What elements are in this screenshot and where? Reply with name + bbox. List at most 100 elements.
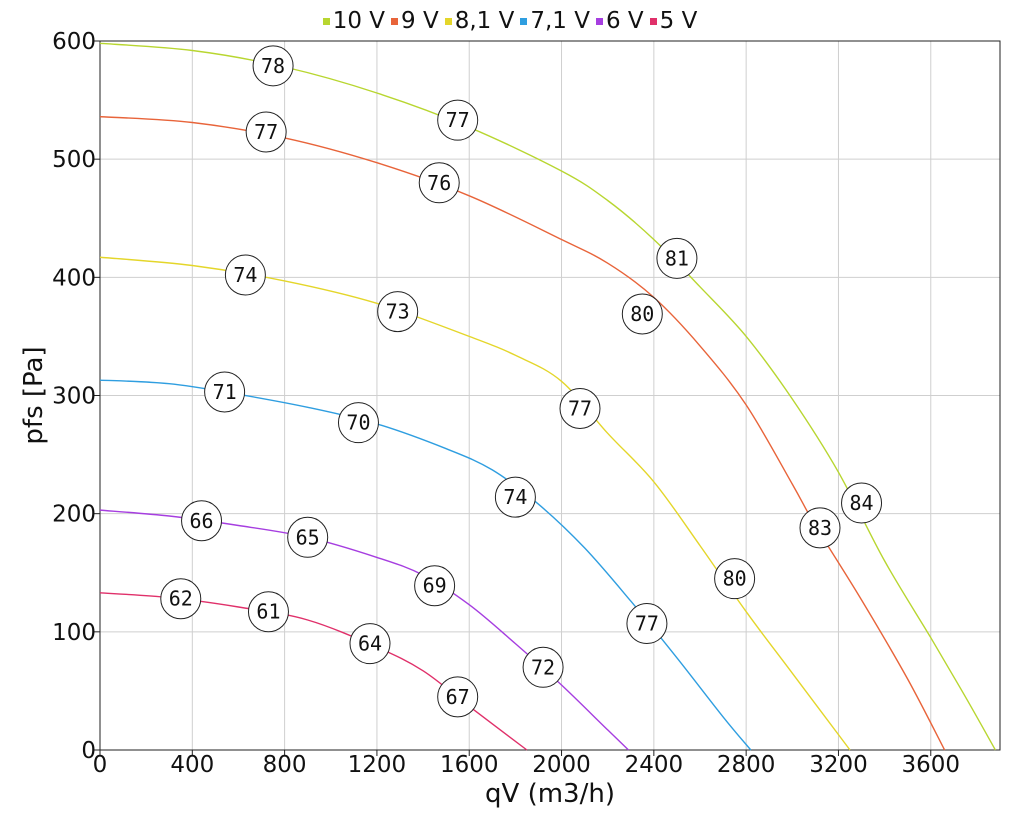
efficiency-label-circle: [437, 676, 479, 718]
efficiency-label: 74: [224, 254, 266, 296]
legend-label-9v: 9 V: [401, 8, 439, 34]
efficiency-label-text: 80: [723, 567, 747, 591]
legend-swatch-8-1v: [444, 17, 452, 25]
legend-label-8-1v: 8,1 V: [454, 8, 515, 34]
x-axis-label: qV (m3/h): [485, 779, 615, 809]
efficiency-label-text: 64: [358, 632, 382, 656]
efficiency-label-circle: [799, 507, 841, 549]
efficiency-label-circle: [559, 387, 601, 429]
efficiency-label-text: 70: [346, 411, 370, 435]
legend-label-5v: 5 V: [659, 8, 698, 34]
series-line-5-v: [99, 592, 528, 751]
legend-item-10v[interactable]: 10 V: [322, 8, 385, 34]
series-line-9-v: [99, 115, 946, 751]
efficiency-label-text: 74: [503, 485, 527, 509]
legend-item-7-1v[interactable]: 7,1 V: [520, 8, 590, 34]
efficiency-label: 80: [714, 558, 756, 600]
efficiency-label-text: 69: [423, 574, 447, 598]
efficiency-label: 77: [626, 603, 668, 645]
y-axis-ticks: 0 100 200 300 400 500 600: [52, 29, 100, 764]
efficiency-label: 74: [494, 476, 536, 518]
efficiency-label-circle: [349, 623, 391, 665]
efficiency-label: 71: [204, 371, 246, 413]
efficiency-label-circle: [418, 162, 460, 204]
y-tick-label: 400: [52, 265, 96, 291]
x-tick-label: 3200: [809, 752, 868, 778]
efficiency-label-text: 77: [635, 612, 659, 636]
efficiency-label: 64: [349, 623, 391, 665]
series-line-8-1-v: [99, 256, 851, 751]
efficiency-label-circle: [522, 646, 564, 688]
efficiency-label-text: 77: [446, 108, 470, 132]
legend-item-9v[interactable]: 9 V: [391, 8, 439, 34]
x-tick-label: 2000: [532, 752, 591, 778]
efficiency-label: 65: [287, 516, 329, 558]
efficiency-label-text: 84: [849, 491, 873, 515]
y-tick-label: 600: [52, 29, 96, 55]
data-labels: 78 77 81 84 77 76 80 83 74 73 77 80 71 70 74 77 66 65 69 72…: [160, 45, 883, 718]
efficiency-label-circle: [621, 293, 663, 335]
legend-swatch-9v: [391, 17, 398, 25]
efficiency-label-text: 65: [296, 525, 320, 549]
x-axis-ticks: 0 400 800 1200 1600 2000 2400 2800 3200 3600: [93, 750, 960, 778]
efficiency-label-circle: [204, 371, 246, 413]
efficiency-label-circle: [160, 578, 202, 620]
x-tick-label: 0: [93, 752, 108, 778]
x-tick-label: 3600: [901, 752, 960, 778]
efficiency-label: 61: [247, 591, 289, 633]
x-tick-label: 1600: [440, 752, 499, 778]
x-tick-label: 1200: [348, 752, 407, 778]
efficiency-label-text: 61: [256, 600, 280, 624]
efficiency-label-circle: [437, 99, 479, 141]
efficiency-label-circle: [287, 516, 329, 558]
efficiency-label-text: 71: [213, 380, 237, 404]
series-line-7-1-v: [99, 379, 752, 751]
efficiency-label-text: 80: [630, 302, 654, 326]
y-tick-label: 0: [81, 738, 96, 764]
efficiency-label-circle: [841, 482, 883, 524]
x-tick-label: 800: [263, 752, 307, 778]
efficiency-label: 70: [337, 402, 379, 444]
x-tick-label: 2400: [625, 752, 684, 778]
chart-legend: 10 V 9 V 8,1 V 7,1 V 6 V 5 V: [0, 4, 1020, 38]
efficiency-label-circle: [377, 291, 419, 333]
efficiency-label-circle: [414, 565, 456, 607]
efficiency-label: 78: [252, 45, 294, 87]
legend-item-6v[interactable]: 6 V: [595, 8, 644, 34]
efficiency-label: 66: [181, 500, 223, 542]
efficiency-label: 62: [160, 578, 202, 620]
legend-swatch-6v: [595, 17, 603, 25]
efficiency-label: 67: [437, 676, 479, 718]
efficiency-label: 76: [418, 162, 460, 204]
efficiency-label-circle: [656, 237, 698, 279]
legend-item-8-1v[interactable]: 8,1 V: [444, 8, 515, 34]
legend-label-6v: 6 V: [605, 8, 644, 34]
efficiency-label-text: 62: [169, 587, 193, 611]
legend-swatch-10v: [322, 17, 330, 25]
legend-item-5v[interactable]: 5 V: [649, 8, 698, 34]
y-tick-label: 200: [52, 502, 96, 528]
efficiency-label: 81: [656, 237, 698, 279]
y-tick-label: 100: [52, 620, 96, 646]
efficiency-label: 80: [621, 293, 663, 335]
efficiency-label-text: 74: [233, 263, 257, 287]
efficiency-label-circle: [494, 476, 536, 518]
efficiency-label-text: 67: [446, 685, 470, 709]
efficiency-label: 73: [377, 291, 419, 333]
y-axis-label: pfs [Pa]: [19, 346, 49, 444]
legend-label-10v: 10 V: [332, 8, 385, 34]
efficiency-label-circle: [181, 500, 223, 542]
efficiency-label: 77: [437, 99, 479, 141]
y-tick-label: 300: [52, 384, 96, 410]
efficiency-label-circle: [714, 558, 756, 600]
efficiency-label-text: 73: [386, 300, 410, 324]
efficiency-label-text: 83: [808, 516, 832, 540]
efficiency-label-text: 72: [531, 655, 555, 679]
efficiency-label-circle: [252, 45, 294, 87]
legend-swatch-5v: [649, 17, 657, 25]
efficiency-label-text: 78: [261, 54, 285, 78]
efficiency-label: 77: [559, 387, 601, 429]
legend-swatch-7-1v: [520, 17, 528, 25]
efficiency-label-circle: [337, 402, 379, 444]
